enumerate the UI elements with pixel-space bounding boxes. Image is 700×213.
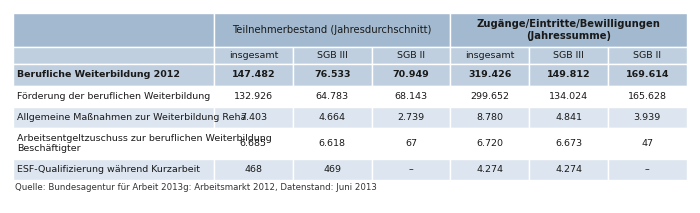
Text: SGB II: SGB II: [634, 51, 662, 60]
Bar: [529, 128, 608, 159]
Bar: [214, 64, 293, 85]
Text: Allgemeine Maßnahmen zur Weiterbildung Reha: Allgemeine Maßnahmen zur Weiterbildung R…: [18, 113, 246, 122]
Bar: [372, 159, 450, 180]
Text: 319.426: 319.426: [468, 71, 512, 79]
Text: 70.949: 70.949: [393, 71, 429, 79]
Bar: [372, 128, 450, 159]
Text: SGB II: SGB II: [397, 51, 425, 60]
Bar: [372, 85, 450, 106]
Text: insgesamt: insgesamt: [229, 51, 278, 60]
Text: 47: 47: [641, 139, 653, 148]
Text: 6.685: 6.685: [240, 139, 267, 148]
Text: 134.024: 134.024: [549, 92, 588, 101]
Bar: [13, 64, 214, 85]
Text: Förderung der beruflichen Weiterbildung: Förderung der beruflichen Weiterbildung: [18, 92, 211, 101]
Bar: [214, 159, 293, 180]
Bar: [13, 13, 214, 47]
Bar: [293, 159, 372, 180]
Text: SGB III: SGB III: [316, 51, 348, 60]
Text: 3.939: 3.939: [634, 113, 661, 122]
Text: 64.783: 64.783: [316, 92, 349, 101]
Text: Zugänge/Eintritte/Bewilligungen
(Jahressumme): Zugänge/Eintritte/Bewilligungen (Jahress…: [477, 19, 661, 41]
Bar: [450, 85, 529, 106]
Bar: [529, 64, 608, 85]
Bar: [214, 13, 450, 47]
Text: 149.812: 149.812: [547, 71, 590, 79]
Bar: [608, 85, 687, 106]
Bar: [293, 85, 372, 106]
Text: 2.739: 2.739: [398, 113, 424, 122]
Text: 4.664: 4.664: [318, 113, 346, 122]
Bar: [529, 106, 608, 128]
Bar: [372, 47, 450, 64]
Bar: [13, 106, 214, 128]
Bar: [293, 106, 372, 128]
Bar: [214, 47, 293, 64]
Bar: [450, 64, 529, 85]
Bar: [13, 47, 214, 64]
Text: 6.720: 6.720: [476, 139, 503, 148]
Bar: [450, 106, 529, 128]
Text: 4.274: 4.274: [476, 165, 503, 174]
Text: Quelle: Bundesagentur für Arbeit 2013g: Arbeitsmarkt 2012, Datenstand: Juni 2013: Quelle: Bundesagentur für Arbeit 2013g: …: [15, 183, 377, 192]
Text: 8.780: 8.780: [476, 113, 503, 122]
Bar: [529, 47, 608, 64]
Text: SGB III: SGB III: [553, 51, 584, 60]
Bar: [450, 159, 529, 180]
Text: 299.652: 299.652: [470, 92, 509, 101]
Text: 4.841: 4.841: [555, 113, 582, 122]
Text: 68.143: 68.143: [394, 92, 428, 101]
Text: 76.533: 76.533: [314, 71, 351, 79]
Text: 169.614: 169.614: [626, 71, 669, 79]
Bar: [608, 47, 687, 64]
Bar: [372, 64, 450, 85]
Text: insgesamt: insgesamt: [465, 51, 514, 60]
Text: 469: 469: [323, 165, 341, 174]
Bar: [608, 128, 687, 159]
Bar: [13, 85, 214, 106]
Bar: [214, 85, 293, 106]
Text: 165.628: 165.628: [628, 92, 667, 101]
Text: –: –: [645, 165, 650, 174]
Bar: [450, 13, 687, 47]
Bar: [372, 106, 450, 128]
Bar: [608, 159, 687, 180]
Bar: [450, 47, 529, 64]
Bar: [13, 159, 214, 180]
Bar: [214, 128, 293, 159]
Bar: [293, 64, 372, 85]
Bar: [608, 64, 687, 85]
Bar: [293, 128, 372, 159]
Bar: [529, 159, 608, 180]
Text: 468: 468: [244, 165, 262, 174]
Text: –: –: [409, 165, 413, 174]
Text: 6.618: 6.618: [318, 139, 346, 148]
Bar: [529, 85, 608, 106]
Bar: [214, 106, 293, 128]
Text: 4.274: 4.274: [555, 165, 582, 174]
Text: Arbeitsentgeltzuschuss zur beruflichen Weiterbildung
Beschäftigter: Arbeitsentgeltzuschuss zur beruflichen W…: [18, 134, 272, 153]
Bar: [608, 106, 687, 128]
Bar: [450, 128, 529, 159]
Text: 147.482: 147.482: [232, 71, 275, 79]
Text: 7.403: 7.403: [240, 113, 267, 122]
Text: ESF-Qualifizierung während Kurzarbeit: ESF-Qualifizierung während Kurzarbeit: [18, 165, 200, 174]
Bar: [293, 47, 372, 64]
Text: 132.926: 132.926: [234, 92, 273, 101]
Text: 6.673: 6.673: [555, 139, 582, 148]
Text: Berufliche Weiterbildung 2012: Berufliche Weiterbildung 2012: [18, 71, 181, 79]
Text: Teilnehmerbestand (Jahresdurchschnitt): Teilnehmerbestand (Jahresdurchschnitt): [232, 25, 432, 35]
Bar: [13, 128, 214, 159]
Text: 67: 67: [405, 139, 417, 148]
